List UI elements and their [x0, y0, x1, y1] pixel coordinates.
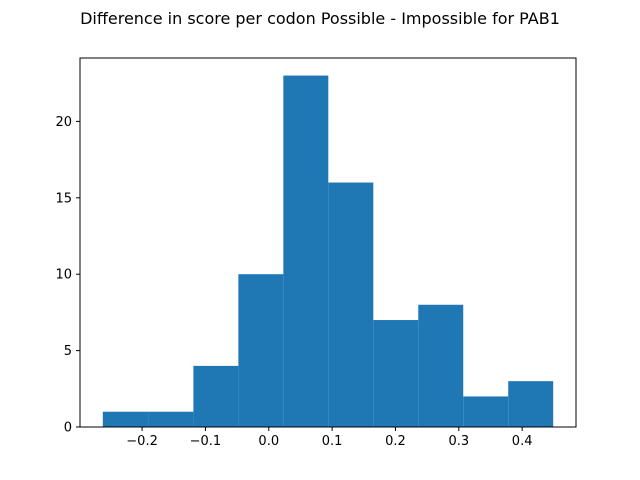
x-axis: −0.2 −0.1 0.0 0.1 0.2 0.3 0.4 [126, 427, 532, 449]
x-tick-label: 0.2 [385, 434, 406, 449]
histogram-bar-9 [508, 381, 554, 427]
x-tick-label: −0.1 [190, 434, 222, 449]
x-tick-label: −0.2 [126, 434, 158, 449]
histogram-bar-7 [418, 304, 464, 427]
plot-frame [79, 57, 577, 428]
histogram-bar-2 [193, 365, 239, 427]
y-tick-label: 5 [64, 344, 72, 359]
histogram-bar-6 [373, 320, 419, 427]
chart-title: Difference in score per codon Possible -… [80, 9, 560, 28]
histogram-bar-1 [148, 411, 194, 427]
x-tick-label: 0.0 [258, 434, 279, 449]
y-tick-label: 0 [64, 421, 72, 436]
bars-group [102, 75, 554, 428]
x-tick-label: 0.4 [512, 434, 533, 449]
x-tick-label: 0.1 [322, 434, 343, 449]
x-tick-label: 0.3 [448, 434, 469, 449]
histogram-bar-5 [328, 182, 374, 427]
y-tick-label: 20 [55, 115, 72, 130]
histogram-bar-0 [102, 411, 149, 427]
y-tick-label: 10 [55, 268, 72, 283]
histogram-bar-4 [283, 75, 329, 428]
histogram-bar-8 [463, 396, 509, 427]
y-tick-label: 15 [55, 191, 72, 206]
histogram-bar-3 [238, 274, 284, 427]
y-axis: 0 5 10 15 20 [55, 115, 80, 436]
